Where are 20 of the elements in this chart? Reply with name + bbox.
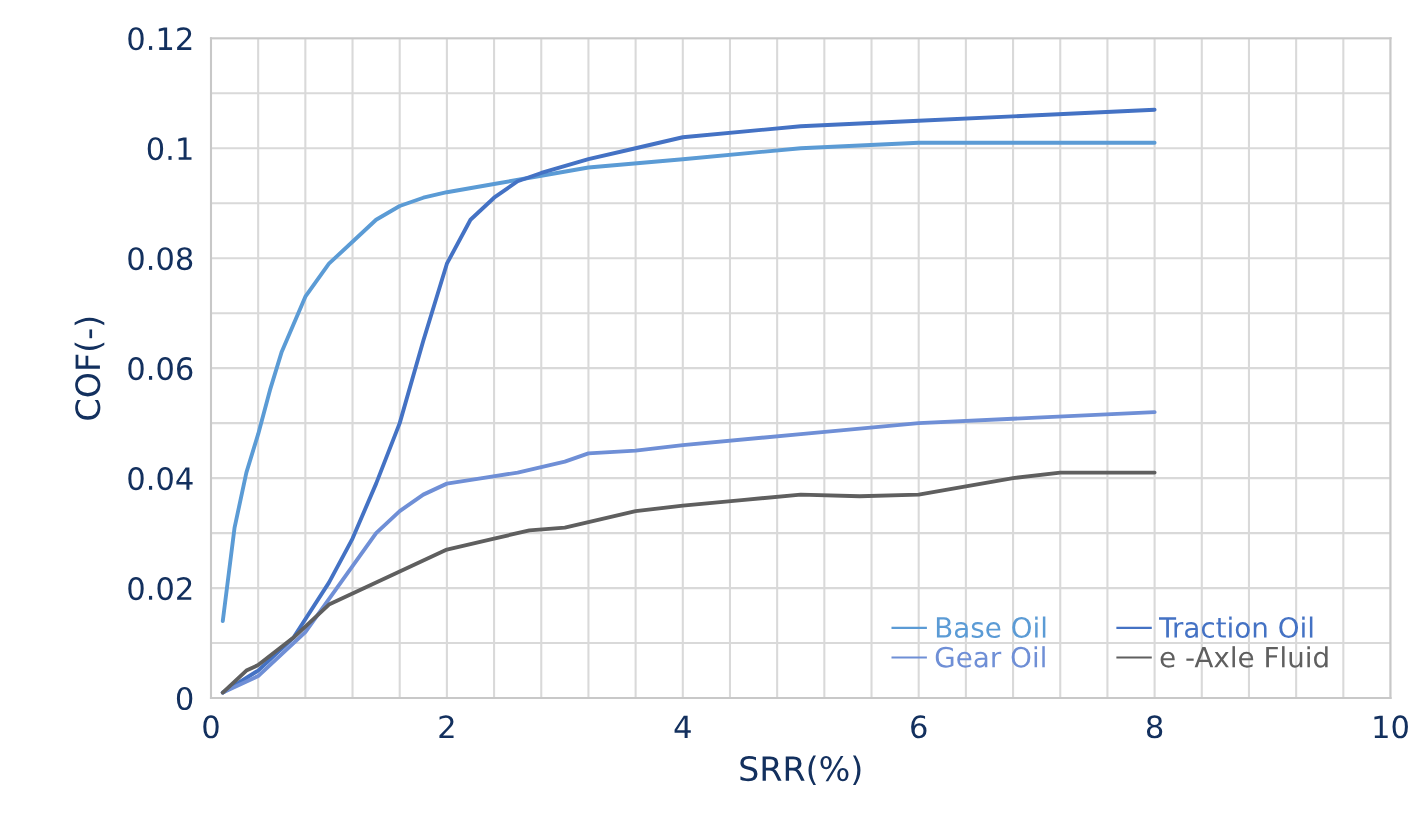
y-tick-label: 0.02 <box>128 577 192 601</box>
legend-label: Traction Oil <box>1159 616 1313 638</box>
x-tick-label: 4 <box>674 715 691 738</box>
x-tick-label: 8 <box>1146 715 1163 739</box>
y-tick-label: 0 <box>176 686 193 711</box>
line-series <box>220 470 1157 695</box>
y-axis-title: COF(-) <box>74 317 105 420</box>
legend-label: Gear Oil <box>935 646 1045 668</box>
legend-label: e -Axle Fluid <box>1160 646 1328 668</box>
y-tick-label: 0.04 <box>128 467 193 491</box>
y-tick-label: 0.1 <box>147 137 192 161</box>
x-tick-label: 10 <box>1374 715 1408 739</box>
x-axis-title: SRR(%) <box>740 755 861 786</box>
y-tick-label: 0.12 <box>128 27 192 51</box>
legend-label: Base Oil <box>936 616 1046 638</box>
y-tick-label: 0.06 <box>128 357 193 381</box>
x-tick-label: 2 <box>439 715 454 738</box>
x-tick-label: 6 <box>911 715 927 739</box>
x-tick-label: 0 <box>203 715 219 739</box>
y-tick-label: 0.08 <box>128 247 193 271</box>
